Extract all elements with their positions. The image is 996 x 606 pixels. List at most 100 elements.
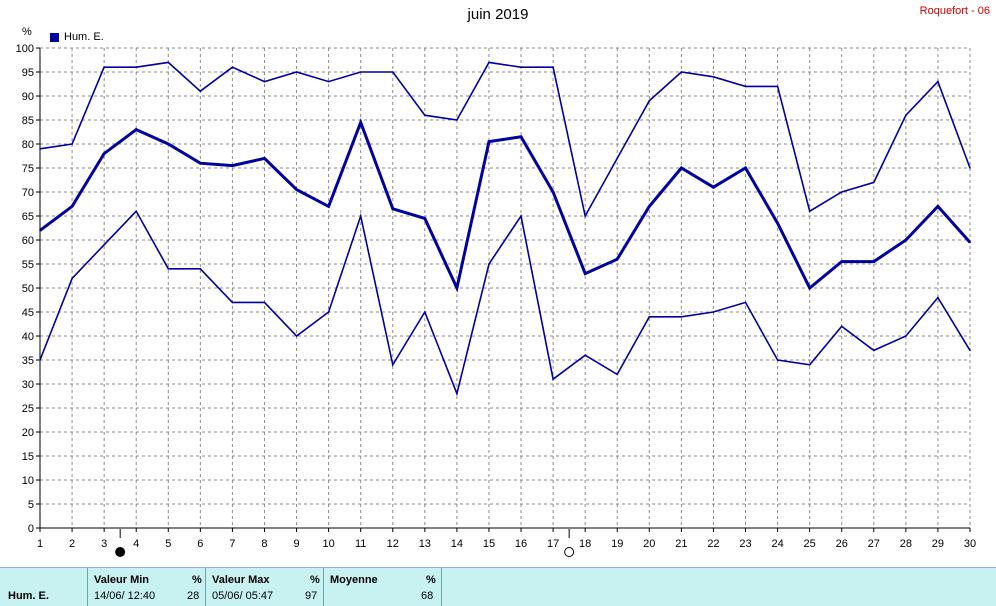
summary-min-unit: % — [192, 574, 202, 586]
data-point-max — [520, 66, 522, 68]
data-point-min — [231, 301, 234, 304]
data-point-mean — [391, 208, 394, 210]
data-point-min — [616, 373, 619, 376]
y-tick-label: 40 — [22, 331, 34, 343]
summary-max-value: 97 — [305, 590, 318, 602]
data-point-min — [744, 301, 747, 304]
data-point-max — [712, 76, 715, 78]
data-point-max — [39, 148, 41, 150]
y-tick-label: 35 — [22, 355, 34, 367]
summary-avg-header: Moyenne — [330, 574, 378, 586]
data-point-mean — [424, 217, 426, 220]
data-point-max — [616, 157, 619, 160]
data-point-mean — [39, 229, 41, 232]
series-line-min — [39, 209, 971, 397]
data-point-max — [327, 80, 330, 83]
x-tick-label: 27 — [868, 538, 880, 550]
data-point-min — [71, 277, 73, 280]
legend-label: Hum. E. — [64, 31, 104, 43]
summary-avg-unit: % — [426, 574, 436, 586]
y-tick-label: 80 — [22, 139, 34, 151]
data-point-max — [680, 71, 683, 73]
data-point-mean — [135, 128, 138, 131]
data-point-min — [327, 311, 330, 313]
y-tick-label: 25 — [22, 403, 34, 415]
data-point-min — [263, 301, 266, 304]
summary-row-label: Hum. E. — [8, 590, 49, 602]
x-tick-label: 3 — [101, 538, 107, 550]
y-tick-label: 10 — [22, 475, 34, 487]
x-tick-label: 30 — [964, 538, 976, 550]
x-tick-label: 26 — [836, 538, 848, 550]
x-tick-label: 14 — [451, 538, 463, 550]
x-tick-label: 4 — [133, 538, 139, 550]
data-point-max — [584, 215, 586, 217]
x-tick-label: 21 — [675, 538, 687, 550]
y-tick-label: 0 — [28, 523, 34, 535]
summary-avg-cell: Moyenne % 68 — [323, 568, 442, 606]
y-tick-label: 60 — [22, 235, 34, 247]
x-tick-label: 15 — [483, 538, 495, 550]
y-tick-label: 70 — [22, 187, 34, 199]
data-point-mean — [840, 260, 843, 263]
data-point-max — [840, 191, 843, 193]
y-tick-label: 90 — [22, 91, 34, 103]
full-moon-icon — [564, 547, 575, 557]
data-point-min — [584, 354, 586, 357]
data-point-max — [969, 167, 971, 169]
data-point-mean — [808, 287, 811, 289]
chart-legend: Hum. E. — [50, 31, 104, 43]
data-point-mean — [199, 162, 202, 164]
x-tick-label: 22 — [707, 538, 719, 550]
data-point-mean — [584, 272, 586, 275]
x-tick-label: 12 — [387, 538, 399, 550]
data-point-min — [295, 335, 298, 337]
data-point-mean — [71, 205, 73, 208]
data-point-mean — [744, 167, 747, 169]
data-point-min — [456, 392, 458, 395]
x-tick-label: 29 — [932, 538, 944, 550]
data-point-min — [552, 378, 554, 381]
x-tick-label: 23 — [739, 538, 751, 550]
data-point-max — [295, 71, 298, 73]
data-point-mean — [231, 164, 234, 167]
summary-avg-value: 68 — [421, 590, 434, 602]
data-point-max — [71, 143, 73, 145]
data-point-max — [424, 114, 426, 116]
data-point-mean — [456, 287, 458, 289]
x-tick-label: 6 — [197, 538, 203, 550]
data-point-min — [167, 268, 170, 270]
summary-max-unit: % — [310, 574, 320, 586]
data-point-mean — [680, 167, 683, 169]
summary-min-value: 28 — [187, 590, 200, 602]
data-point-max — [359, 71, 362, 73]
data-point-mean — [488, 140, 490, 143]
data-point-mean — [359, 121, 362, 124]
data-point-mean — [616, 258, 619, 261]
data-point-mean — [776, 222, 779, 224]
data-point-mean — [295, 188, 298, 191]
data-point-mean — [937, 205, 939, 208]
data-point-max — [808, 210, 811, 212]
x-tick-label: 24 — [771, 538, 783, 550]
summary-bar: Hum. E. Valeur Min % 14/06/ 12:40 28 Val… — [0, 567, 996, 606]
data-point-max — [744, 85, 747, 88]
x-tick-label: 9 — [293, 538, 299, 550]
data-point-mean — [872, 260, 875, 263]
y-tick-label: 45 — [22, 307, 34, 319]
data-point-min — [199, 268, 202, 270]
data-point-max — [391, 71, 394, 73]
data-point-max — [456, 119, 458, 121]
series-line-mean — [39, 118, 972, 293]
x-tick-label: 1 — [37, 538, 43, 550]
summary-max-cell: Valeur Max % 05/06/ 05:47 97 — [205, 568, 324, 606]
y-tick-label: 65 — [22, 211, 34, 223]
data-point-min — [905, 335, 907, 337]
data-point-mean — [327, 205, 330, 208]
y-tick-label: 100 — [16, 43, 34, 55]
data-point-min — [39, 359, 41, 361]
humidity-chart: 0510152025303540455055606570758085909510… — [16, 43, 976, 557]
y-tick-label: 30 — [22, 379, 34, 391]
data-point-min — [648, 316, 651, 318]
x-tick-label: 2 — [69, 538, 75, 550]
